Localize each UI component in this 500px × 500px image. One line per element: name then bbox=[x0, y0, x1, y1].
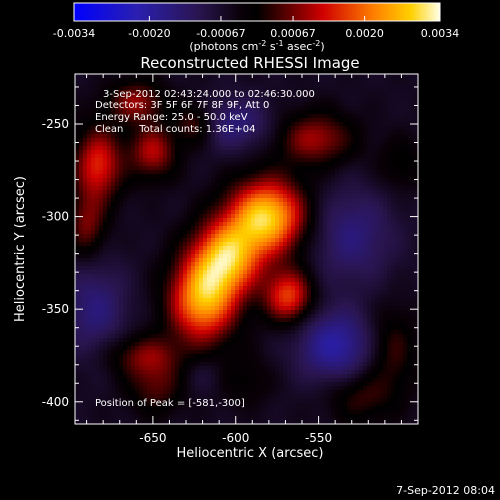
y-tick-label: -300 bbox=[42, 210, 69, 224]
annotation-peak: Position of Peak = [-581,-300] bbox=[95, 398, 245, 409]
annotation-detectors: Detectors: 3F 5F 6F 7F 8F 9F, Att 0 bbox=[95, 100, 269, 111]
heatmap-image bbox=[75, 74, 418, 424]
colorbar-units: (photons cm-2 s-1 asec-2) bbox=[189, 39, 324, 53]
date-stamp: 7-Sep-2012 08:04 bbox=[396, 484, 495, 497]
colorbar-tick-label: 0.0034 bbox=[421, 27, 460, 40]
annotation-energy: Energy Range: 25.0 - 50.0 keV bbox=[95, 112, 248, 123]
colorbar-tick-label: -0.0020 bbox=[128, 27, 170, 40]
x-tick-label: -650 bbox=[139, 431, 166, 445]
colorbar-tick-label: 0.00067 bbox=[270, 27, 316, 40]
y-tick-label: -350 bbox=[42, 302, 69, 316]
colorbar-gradient bbox=[74, 3, 440, 21]
plot-frame bbox=[74, 73, 419, 425]
colorbar-units-prefix: (photons cm bbox=[189, 40, 258, 53]
colorbar-units-mid2: asec bbox=[284, 40, 313, 53]
y-axis-label: Heliocentric Y (arcsec) bbox=[13, 176, 28, 322]
annotation-clean: Clean Total counts: 1.36E+04 bbox=[95, 124, 255, 135]
colorbar: -0.0034 -0.0020 -0.00067 0.00067 0.0020 0.003… bbox=[53, 2, 459, 53]
colorbar-units-suffix: ) bbox=[320, 40, 324, 53]
x-axis-label: Heliocentric X (arcsec) bbox=[177, 446, 324, 461]
colorbar-units-exp3: -2 bbox=[312, 39, 320, 48]
plot-area: -650 -600 -550 -250 -300 -350 -400 bbox=[42, 73, 419, 445]
colorbar-units-mid: s bbox=[266, 40, 275, 53]
colorbar-frame bbox=[73, 2, 441, 22]
chart-title: Reconstructed RHESSI Image bbox=[140, 54, 359, 72]
colorbar-units-exp2: -1 bbox=[276, 39, 284, 48]
y-tick-label: -400 bbox=[42, 395, 69, 409]
y-tick-label: -250 bbox=[42, 117, 69, 131]
axis-ticks: -650 -600 -550 -250 -300 -350 -400 bbox=[42, 74, 419, 445]
x-tick-label: -550 bbox=[305, 431, 332, 445]
colorbar-tick-label: 0.0020 bbox=[345, 27, 384, 40]
colorbar-tick-label: -0.0034 bbox=[53, 27, 95, 40]
colorbar-ticks: -0.0034 -0.0020 -0.00067 0.00067 0.0020 0.003… bbox=[53, 16, 459, 40]
annotation-time: 3-Sep-2012 02:43:24.000 to 02:46:30.000 bbox=[103, 89, 315, 100]
colorbar-units-exp1: -2 bbox=[258, 39, 266, 48]
colorbar-tick-label: -0.00067 bbox=[196, 27, 245, 40]
x-tick-label: -600 bbox=[222, 431, 249, 445]
